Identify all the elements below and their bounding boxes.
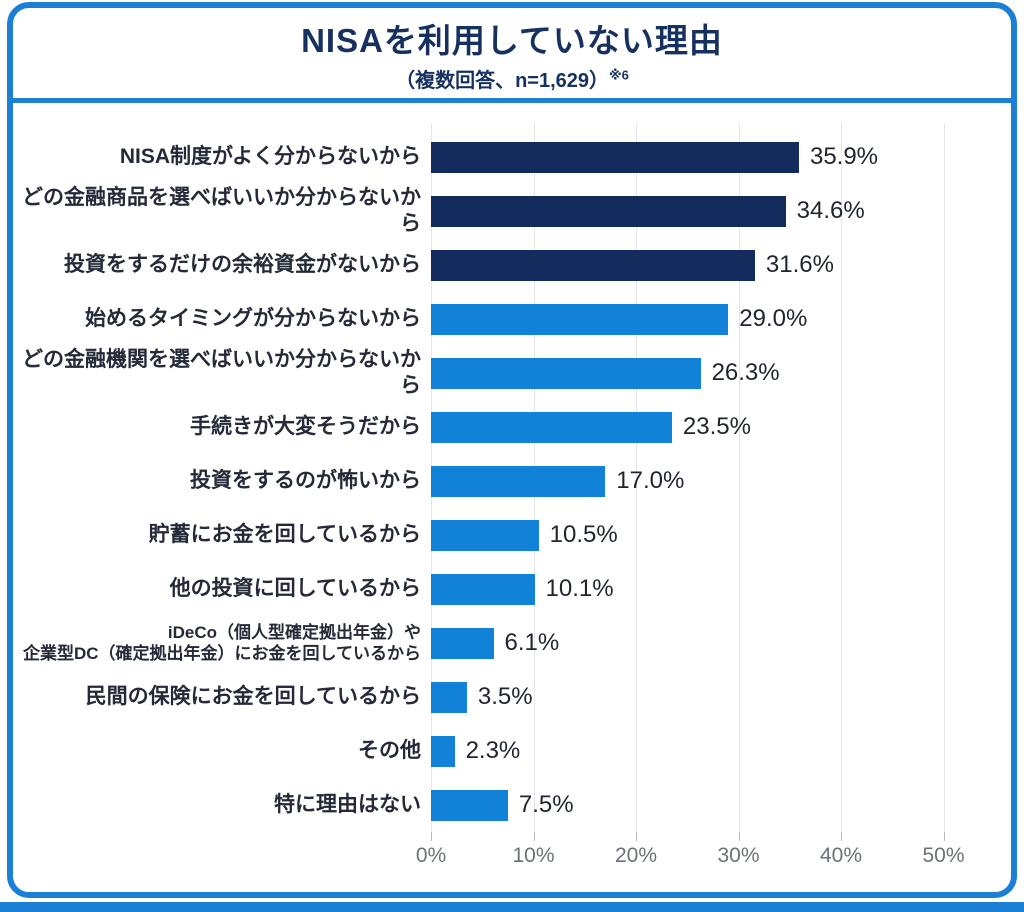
axis-tick xyxy=(431,832,432,841)
bar xyxy=(431,303,729,335)
chart-row: 特に理由はない 7.5% xyxy=(13,778,1011,832)
bar-area: 6.1% xyxy=(431,627,1011,659)
axis-tick xyxy=(943,832,945,841)
category-label: 始めるタイミングが分からないから xyxy=(85,306,421,330)
axis-tick-label: 10% xyxy=(512,844,555,867)
chart-row: その他 2.3% xyxy=(13,724,1011,778)
bar xyxy=(431,735,455,767)
bar xyxy=(431,195,786,227)
bar-area: 35.9% xyxy=(431,141,1011,173)
bar-value-label: 10.1% xyxy=(545,575,614,602)
bar-area: 2.3% xyxy=(431,735,1011,767)
bar-value-label: 17.0% xyxy=(616,467,685,494)
bar-area: 10.5% xyxy=(431,519,1011,551)
bar-value-label: 6.1% xyxy=(504,629,560,656)
axis-tick-label: 0% xyxy=(415,844,447,867)
bar-area: 26.3% xyxy=(431,357,1011,389)
category-label: 投資をするだけの余裕資金がないから xyxy=(64,252,421,276)
bar xyxy=(431,411,672,443)
bar-area: 31.6% xyxy=(431,249,1011,281)
chart-title: NISAを利用していない理由 xyxy=(301,21,723,59)
bar-value-label: 7.5% xyxy=(518,791,574,818)
bar xyxy=(431,249,755,281)
category-label: 貯蓄にお金を回しているから xyxy=(148,522,421,546)
axis-tick xyxy=(636,832,637,841)
bar-value-label: 35.9% xyxy=(809,143,879,170)
axis-tick-label: 20% xyxy=(614,844,658,867)
category-label: iDeCo（個人型確定拠出年金）や 企業型DC（確定拠出年金）にお金を回している… xyxy=(22,622,421,663)
chart-row: 手続きが大変そうだから 23.5% xyxy=(13,400,1011,454)
bar-area: 23.5% xyxy=(431,411,1011,443)
chart-row: iDeCo（個人型確定拠出年金）や 企業型DC（確定拠出年金）にお金を回している… xyxy=(13,616,1011,670)
axis-tick xyxy=(841,832,842,841)
chart-row: 貯蓄にお金を回しているから 10.5% xyxy=(13,508,1011,562)
bar-area: 10.1% xyxy=(431,573,1011,605)
bar xyxy=(431,141,799,173)
chart-row: 始めるタイミングが分からないから 29.0% xyxy=(13,292,1011,346)
category-label: 投資をするのが怖いから xyxy=(190,468,421,492)
bar-area: 17.0% xyxy=(431,465,1011,497)
bar-value-label: 3.5% xyxy=(477,683,533,710)
bar-value-label: 10.5% xyxy=(549,521,618,548)
category-label: 他の投資に回しているから xyxy=(169,576,421,600)
chart-rows: NISA制度がよく分からないから 35.9% どの金融商品を選べばいいか分からないか… xyxy=(13,124,1011,832)
axis-tick xyxy=(533,832,535,841)
chart-card: NISAを利用していない理由 （複数回答、n=1,629）※6 NISA制度がよ… xyxy=(7,2,1017,898)
chart-subtitle: （複数回答、n=1,629）※6 xyxy=(395,64,629,93)
chart-row: どの金融機関を選べばいいか分からないから 26.3% xyxy=(13,346,1011,400)
bar xyxy=(431,681,467,713)
bar-value-label: 29.0% xyxy=(739,305,808,332)
bar-area: 29.0% xyxy=(431,303,1011,335)
category-label: どの金融機関を選べばいいか分からないから xyxy=(22,347,421,397)
category-label: 民間の保険にお金を回しているから xyxy=(85,684,421,708)
bar xyxy=(431,627,494,659)
category-label: 手続きが大変そうだから xyxy=(190,414,421,438)
category-label: その他 xyxy=(358,738,421,762)
category-label: NISA制度がよく分からないから xyxy=(119,144,421,168)
bar-value-label: 23.5% xyxy=(682,413,751,440)
axis-tick xyxy=(738,832,740,841)
x-axis: 0% 10% 20% 30% 40% 50% xyxy=(416,832,1011,880)
chart-row: 他の投資に回しているから 10.1% xyxy=(13,562,1011,616)
axis-tick-label: 50% xyxy=(922,844,965,867)
bar xyxy=(431,357,701,389)
chart-subtitle-note: ※6 xyxy=(609,66,629,82)
bar-chart: NISA制度がよく分からないから 35.9% どの金融商品を選べばいいか分からないか… xyxy=(13,103,1011,880)
bar xyxy=(431,465,606,497)
chart-subtitle-text: （複数回答、n=1,629） xyxy=(395,69,610,92)
chart-row: NISA制度がよく分からないから 35.9% xyxy=(13,130,1011,184)
bar-value-label: 34.6% xyxy=(796,197,865,224)
bar-value-label: 26.3% xyxy=(711,359,780,386)
chart-row: 投資をするのが怖いから 17.0% xyxy=(13,454,1011,508)
bar-value-label: 2.3% xyxy=(465,737,521,764)
category-label: どの金融商品を選べばいいか分からないから xyxy=(22,185,421,235)
bar xyxy=(431,519,539,551)
category-label: 特に理由はない xyxy=(274,792,421,816)
axis-tick-label: 30% xyxy=(717,844,760,867)
bar-value-label: 31.6% xyxy=(765,251,834,278)
chart-row: 投資をするだけの余裕資金がないから 31.6% xyxy=(13,238,1011,292)
bar xyxy=(431,789,508,821)
bar-area: 7.5% xyxy=(431,789,1011,821)
axis-tick-label: 40% xyxy=(819,844,863,867)
chart-header: NISAを利用していない理由 （複数回答、n=1,629）※6 xyxy=(13,8,1011,103)
bar-area: 3.5% xyxy=(431,681,1011,713)
chart-row: どの金融商品を選べばいいか分からないから 34.6% xyxy=(13,184,1011,238)
bottom-strip xyxy=(0,902,1024,912)
chart-row: 民間の保険にお金を回しているから 3.5% xyxy=(13,670,1011,724)
bar-area: 34.6% xyxy=(431,195,1011,227)
bar xyxy=(431,573,535,605)
